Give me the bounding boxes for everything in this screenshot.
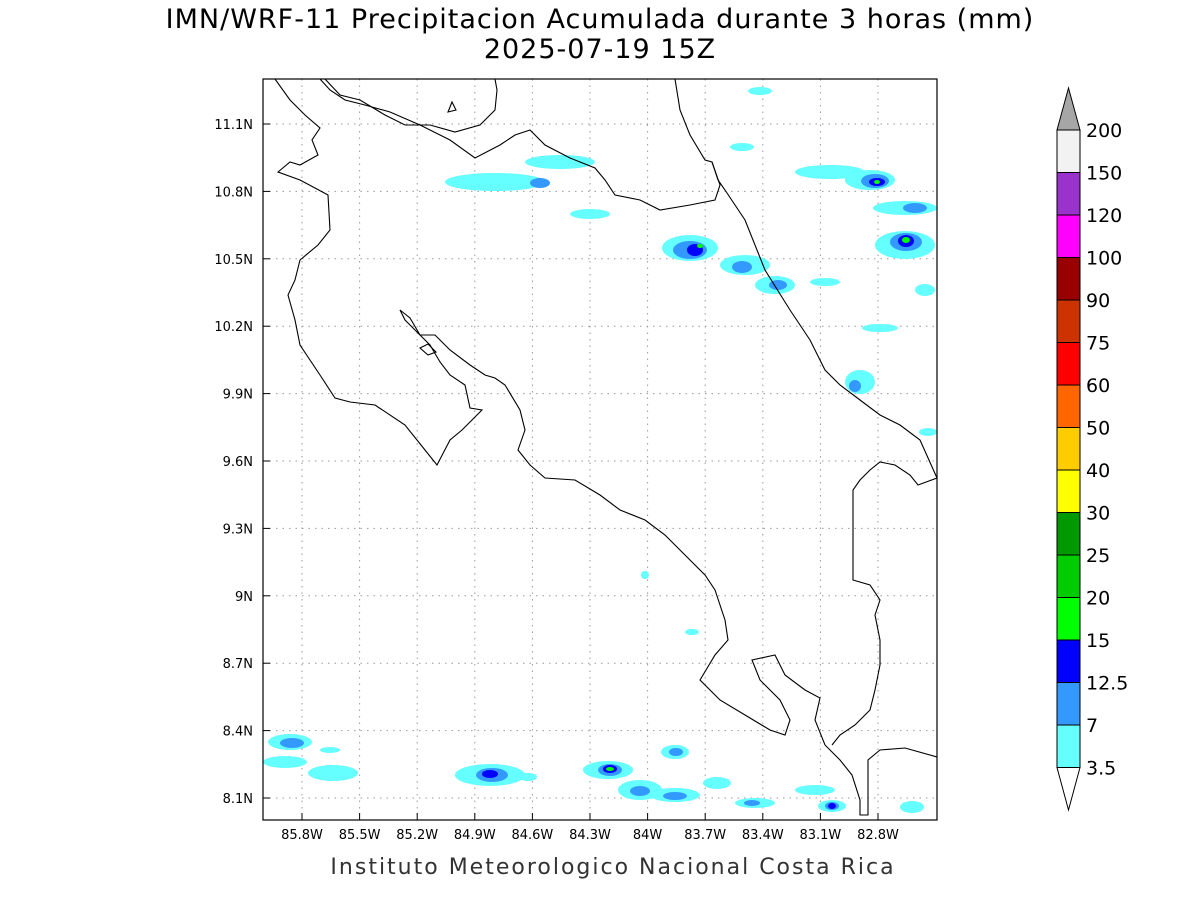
lon-label: 85.5W [339,828,381,843]
lon-label: 85.2W [396,828,438,843]
colorbar-below-triangle [1056,767,1081,812]
lon-label: 82.8W [857,828,899,843]
lon-label: 85.8W [281,828,323,843]
colorbar-box [1056,257,1081,301]
colorbar-label: 150 [1086,163,1122,185]
lon-label: 83.1W [799,828,841,843]
footer-credit: Instituto Meteorologico Nacional Costa R… [330,855,896,880]
colorbar-label: 12.5 [1086,673,1128,695]
map-title: IMN/WRF-11 Precipitacion Acumulada duran… [165,4,1035,35]
colorbar-label: 100 [1086,248,1122,270]
lat-label: 9.3N [223,522,253,537]
colorbar-box [1056,724,1081,768]
colorbar-above-triangle [1056,86,1081,131]
lat-label: 9.9N [223,388,253,403]
lat-label: 8.4N [223,725,253,740]
lon-label: 83.4W [742,828,784,843]
colorbar-label: 15 [1086,630,1110,652]
colorbar-label: 50 [1086,418,1110,440]
lat-label: 8.7N [223,657,253,672]
colorbar-box [1056,554,1081,598]
colorbar-box [1056,682,1081,726]
colorbar-box [1056,129,1081,173]
colorbar-label: 40 [1086,460,1110,482]
lat-label: 9N [235,590,253,605]
colorbar-box [1056,384,1081,428]
colorbar-box [1056,172,1081,216]
lat-label: 10.2N [214,320,253,335]
colorbar-label: 60 [1086,375,1110,397]
colorbar-label: 120 [1086,205,1122,227]
colorbar-label: 20 [1086,588,1110,610]
precipitation-field [263,79,937,816]
colorbar-label: 75 [1086,333,1110,355]
colorbar-box [1056,639,1081,683]
lat-label: 9.6N [223,455,253,470]
colorbar-label: 3.5 [1086,758,1116,780]
colorbar-box [1056,512,1081,556]
colorbar-label: 7 [1086,715,1098,737]
colorbar: 3.5 7 12.5 15 20 25 30 40 50 60 75 90 100 120 150 200 [1056,86,1128,812]
lon-label: 84.9W [454,828,496,843]
graticule [263,79,937,820]
colorbar-box [1056,342,1081,386]
map-subtitle: 2025-07-19 15Z [483,34,717,65]
lat-label: 10.5N [214,253,253,268]
colorbar-label: 25 [1086,545,1110,567]
colorbar-box [1056,597,1081,641]
colorbar-box [1056,469,1081,513]
map-frame [262,78,938,821]
lat-label: 8.1N [223,792,253,807]
colorbar-box [1056,427,1081,471]
lon-label: 84W [633,828,663,843]
lon-label: 84.3W [569,828,611,843]
lat-label: 10.8N [214,185,253,200]
lat-label: 11.1N [214,118,253,133]
colorbar-label: 30 [1086,503,1110,525]
lon-label: 83.7W [684,828,726,843]
colorbar-box [1056,299,1081,343]
colorbar-label: 200 [1086,120,1122,142]
colorbar-box [1056,214,1081,258]
colorbar-label: 90 [1086,290,1110,312]
lon-label: 84.6W [511,828,553,843]
